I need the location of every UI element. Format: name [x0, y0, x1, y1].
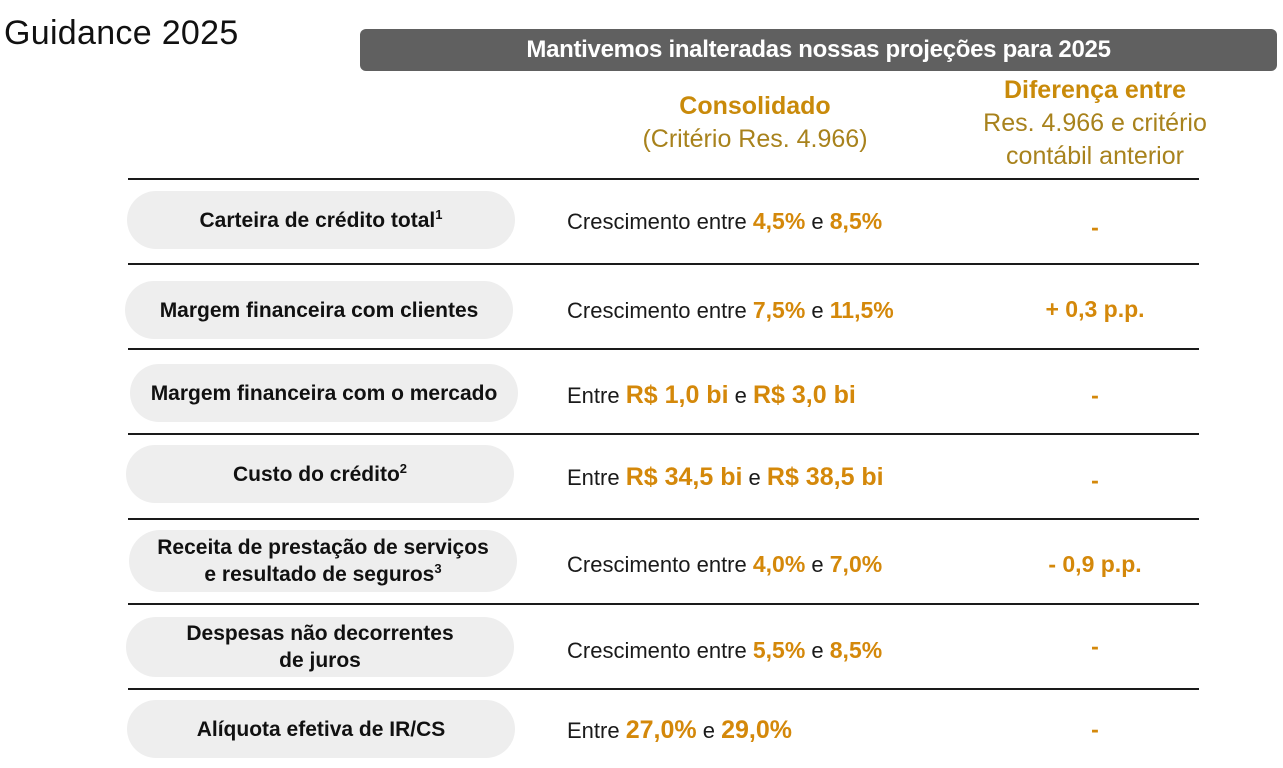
range-low: 4,0% — [752, 551, 806, 577]
column-header-consolidado: Consolidado (Critério Res. 4.966) — [620, 90, 890, 156]
table-row: Receita de prestação de serviços e resul… — [0, 518, 1283, 602]
range-conj: e — [696, 718, 722, 743]
row-label: Margem financeira com clientes — [159, 298, 479, 322]
range-high: R$ 38,5 bi — [766, 463, 884, 491]
guidance-range: Entre 27,0% e 29,0% — [567, 716, 792, 745]
range-low: R$ 1,0 bi — [625, 381, 729, 409]
table-row: Custo do crédito2 Entre R$ 34,5 bi e R$ … — [0, 433, 1283, 517]
range-prefix: Crescimento entre — [567, 209, 753, 234]
row-label: Carteira de crédito total — [199, 208, 436, 232]
footnote-marker: 1 — [435, 206, 443, 222]
range-prefix: Crescimento entre — [567, 298, 753, 323]
column-header-diferenca: Diferença entre Res. 4.966 e critério co… — [960, 74, 1230, 173]
column-subtitle-diferenca-line3: contábil anterior — [1006, 142, 1184, 170]
row-label-pill: Custo do crédito2 — [126, 445, 514, 503]
row-divider — [128, 348, 1199, 350]
range-prefix: Entre — [567, 383, 626, 408]
row-label-line1: Receita de prestação de serviços — [157, 536, 489, 559]
range-prefix: Crescimento entre — [567, 638, 753, 663]
footnote-marker: 2 — [399, 460, 408, 476]
row-label-line2: e resultado de seguros — [204, 563, 435, 586]
row-label-pill: Margem financeira com clientes — [125, 281, 513, 339]
column-title-consolidado: Consolidado — [679, 92, 831, 120]
row-label: Custo do crédito — [232, 462, 400, 486]
page-title: Guidance 2025 — [4, 14, 239, 52]
range-conj: e — [805, 638, 830, 663]
range-conj: e — [805, 298, 830, 323]
row-label-pill: Carteira de crédito total1 — [127, 191, 515, 249]
row-divider — [128, 263, 1199, 265]
difference-value: - — [1091, 467, 1099, 493]
range-conj: e — [805, 209, 830, 234]
range-high: 29,0% — [721, 716, 792, 744]
range-high: R$ 3,0 bi — [753, 381, 856, 409]
table-row: Despesas não decorrentes de juros Cresci… — [0, 603, 1283, 687]
row-divider — [128, 178, 1199, 180]
range-high: 8,5% — [829, 637, 883, 663]
difference-value: - — [1091, 382, 1099, 408]
row-label: Margem financeira com o mercado — [150, 381, 498, 405]
difference-value: - — [1091, 214, 1099, 240]
column-title-diferenca: Diferença entre — [1003, 76, 1187, 104]
table-row: Carteira de crédito total1 Crescimento e… — [0, 178, 1283, 262]
guidance-range: Entre R$ 34,5 bi e R$ 38,5 bi — [567, 463, 884, 492]
footnote-marker: 3 — [434, 561, 442, 576]
range-low: R$ 34,5 bi — [625, 463, 743, 491]
row-label-pill: Alíquota efetiva de IR/CS — [127, 700, 515, 758]
range-prefix: Entre — [567, 718, 626, 743]
row-label-pill: Margem financeira com o mercado — [130, 364, 518, 422]
range-prefix: Crescimento entre — [567, 552, 753, 577]
row-divider — [128, 603, 1199, 605]
table-row: Alíquota efetiva de IR/CS Entre 27,0% e … — [0, 688, 1283, 768]
row-label-line1: Despesas não decorrentes — [186, 622, 454, 645]
table-row: Margem financeira com clientes Crescimen… — [0, 263, 1283, 347]
range-conj: e — [742, 465, 767, 490]
range-low: 27,0% — [625, 716, 697, 744]
range-high: 7,0% — [829, 551, 883, 577]
range-conj: e — [728, 383, 753, 408]
column-subtitle-diferenca-line2: Res. 4.966 e critério — [983, 109, 1207, 137]
difference-value: - — [1091, 716, 1099, 742]
difference-value: + 0,3 p.p. — [1045, 296, 1145, 322]
table-row: Margem financeira com o mercado Entre R$… — [0, 348, 1283, 432]
banner: Mantivemos inalteradas nossas projeções … — [360, 29, 1277, 71]
column-subtitle-consolidado: (Critério Res. 4.966) — [642, 125, 868, 153]
difference-value: - — [1091, 633, 1099, 659]
guidance-range: Crescimento entre 7,5% e 11,5% — [567, 297, 894, 324]
guidance-range: Crescimento entre 5,5% e 8,5% — [567, 637, 882, 664]
row-divider — [128, 518, 1199, 520]
row-divider — [128, 433, 1199, 435]
range-low: 4,5% — [752, 208, 806, 234]
row-label-pill: Receita de prestação de serviços e resul… — [129, 530, 517, 592]
guidance-range: Crescimento entre 4,0% e 7,0% — [567, 551, 882, 578]
row-label-pill: Despesas não decorrentes de juros — [126, 617, 514, 677]
row-divider — [128, 688, 1199, 690]
range-low: 5,5% — [752, 637, 806, 663]
range-high: 11,5% — [829, 297, 894, 323]
range-high: 8,5% — [829, 208, 883, 234]
row-label-line2: de juros — [279, 649, 361, 672]
guidance-range: Crescimento entre 4,5% e 8,5% — [567, 208, 882, 235]
range-conj: e — [805, 552, 830, 577]
range-prefix: Entre — [567, 465, 626, 490]
difference-value: - 0,9 p.p. — [1048, 551, 1142, 577]
row-label: Alíquota efetiva de IR/CS — [196, 717, 446, 741]
guidance-range: Entre R$ 1,0 bi e R$ 3,0 bi — [567, 381, 856, 410]
range-low: 7,5% — [752, 297, 806, 323]
